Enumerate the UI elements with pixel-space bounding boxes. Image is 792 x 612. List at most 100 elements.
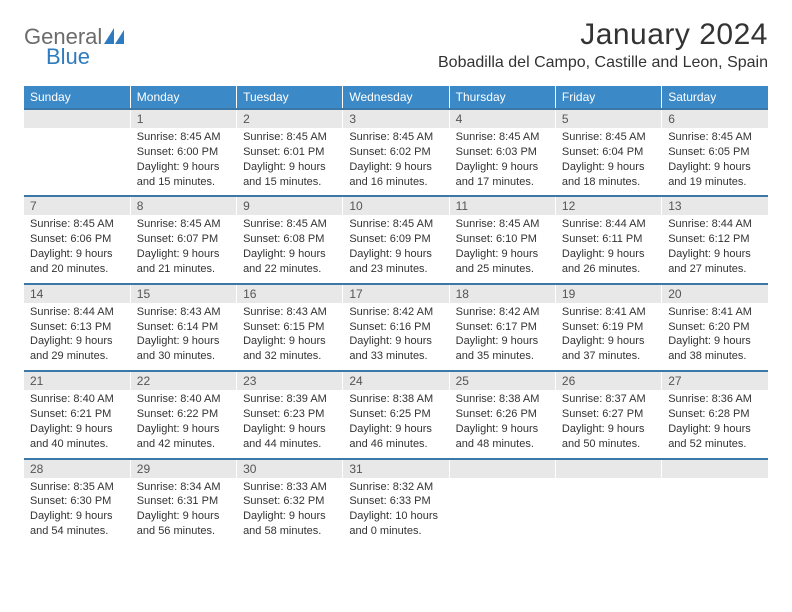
sunrise-text: Sunrise: 8:33 AM: [243, 480, 336, 495]
sunset-text: Sunset: 6:25 PM: [349, 407, 442, 422]
sunset-text: Sunset: 6:32 PM: [243, 494, 336, 509]
sunrise-text: Sunrise: 8:42 AM: [456, 305, 549, 320]
dayhead-thu: Thursday: [449, 86, 555, 109]
day-number-cell: 4: [449, 109, 555, 128]
day-content-cell: Sunrise: 8:39 AMSunset: 6:23 PMDaylight:…: [237, 390, 343, 458]
daylight-text: Daylight: 9 hours and 21 minutes.: [137, 247, 230, 277]
daylight-text: Daylight: 9 hours and 17 minutes.: [456, 160, 549, 190]
sunrise-text: Sunrise: 8:38 AM: [349, 392, 442, 407]
day-content-cell: Sunrise: 8:45 AMSunset: 6:01 PMDaylight:…: [237, 128, 343, 196]
day-number-cell: 10: [343, 196, 449, 215]
logo-sail-icon: [104, 31, 124, 48]
daylight-text: Daylight: 9 hours and 26 minutes.: [562, 247, 655, 277]
day-content-cell: Sunrise: 8:44 AMSunset: 6:13 PMDaylight:…: [24, 303, 130, 371]
sunset-text: Sunset: 6:22 PM: [137, 407, 230, 422]
daylight-text: Daylight: 9 hours and 42 minutes.: [137, 422, 230, 452]
logo-text: General Blue: [24, 24, 124, 76]
day-content-cell: Sunrise: 8:41 AMSunset: 6:19 PMDaylight:…: [555, 303, 661, 371]
day-content-cell: Sunrise: 8:45 AMSunset: 6:10 PMDaylight:…: [449, 215, 555, 283]
sunset-text: Sunset: 6:21 PM: [30, 407, 124, 422]
week-content-row: Sunrise: 8:45 AM Sunset: 6:00 PM Daylight:…: [24, 128, 768, 196]
day-number-cell: 16: [237, 284, 343, 303]
day-number-cell: 7: [24, 196, 130, 215]
day-content-cell: Sunrise: 8:45 AMSunset: 6:05 PMDaylight:…: [662, 128, 768, 196]
daylight-text: Daylight: 9 hours and 52 minutes.: [668, 422, 762, 452]
sunrise-text: Sunrise: 8:44 AM: [562, 217, 655, 232]
day-content-cell: Sunrise: 8:45 AMSunset: 6:08 PMDaylight:…: [237, 215, 343, 283]
day-content-cell: [662, 478, 768, 545]
day-number-cell: 25: [449, 371, 555, 390]
day-content-cell: Sunrise: 8:45 AMSunset: 6:09 PMDaylight:…: [343, 215, 449, 283]
day-number-cell: [449, 459, 555, 478]
daylight-text: Daylight: 9 hours and 15 minutes.: [243, 160, 336, 190]
day-number-cell: 2: [237, 109, 343, 128]
sunset-text: Sunset: 6:31 PM: [137, 494, 230, 509]
sunrise-text: Sunrise: 8:40 AM: [30, 392, 124, 407]
day-number-cell: 28: [24, 459, 130, 478]
sunrise-text: Sunrise: 8:45 AM: [456, 217, 549, 232]
sunrise-text: Sunrise: 8:45 AM: [30, 217, 124, 232]
sunset-text: Sunset: 6:13 PM: [30, 320, 124, 335]
sunrise-text: Sunrise: 8:45 AM: [349, 130, 442, 145]
sunrise-text: Sunrise: 8:44 AM: [668, 217, 762, 232]
dayhead-wed: Wednesday: [343, 86, 449, 109]
daylight-text: Daylight: 9 hours and 56 minutes.: [137, 509, 230, 539]
sunset-text: Sunset: 6:11 PM: [562, 232, 655, 247]
week-content-row: Sunrise: 8:45 AMSunset: 6:06 PMDaylight:…: [24, 215, 768, 283]
daylight-text: Daylight: 9 hours and 37 minutes.: [562, 334, 655, 364]
day-content-cell: Sunrise: 8:43 AMSunset: 6:15 PMDaylight:…: [237, 303, 343, 371]
daylight-text: Daylight: 9 hours and 18 minutes.: [562, 160, 655, 190]
day-content-cell: Sunrise: 8:45 AMSunset: 6:02 PMDaylight:…: [343, 128, 449, 196]
sunrise-text: Sunrise: 8:45 AM: [456, 130, 549, 145]
sunset-text: Sunset: 6:04 PM: [562, 145, 655, 160]
sunset-text: Sunset: 6:20 PM: [668, 320, 762, 335]
daylight-text: Daylight: 9 hours and 19 minutes.: [668, 160, 762, 190]
week-content-row: Sunrise: 8:44 AMSunset: 6:13 PMDaylight:…: [24, 303, 768, 371]
daylight-text: Daylight: 9 hours and 20 minutes.: [30, 247, 124, 277]
sunrise-text: Sunrise: 8:37 AM: [562, 392, 655, 407]
sunset-text: Sunset: 6:00 PM: [137, 145, 230, 160]
day-content-cell: [449, 478, 555, 545]
location-text: Bobadilla del Campo, Castille and Leon, …: [438, 54, 768, 72]
sunrise-text: Sunrise: 8:43 AM: [243, 305, 336, 320]
day-content-cell: Sunrise: 8:34 AMSunset: 6:31 PMDaylight:…: [130, 478, 236, 545]
sunset-text: Sunset: 6:05 PM: [668, 145, 762, 160]
dayhead-mon: Monday: [130, 86, 236, 109]
day-number-cell: 1: [130, 109, 236, 128]
day-number-cell: 13: [662, 196, 768, 215]
day-content-cell: Sunrise: 8:36 AMSunset: 6:28 PMDaylight:…: [662, 390, 768, 458]
daylight-text: Daylight: 9 hours and 54 minutes.: [30, 509, 124, 539]
sunrise-text: Sunrise: 8:45 AM: [243, 217, 336, 232]
day-number-cell: 24: [343, 371, 449, 390]
sunrise-text: Sunrise: 8:36 AM: [668, 392, 762, 407]
day-content-cell: Sunrise: 8:38 AMSunset: 6:25 PMDaylight:…: [343, 390, 449, 458]
week-content-row: Sunrise: 8:35 AMSunset: 6:30 PMDaylight:…: [24, 478, 768, 545]
day-number-cell: 12: [555, 196, 661, 215]
sunset-text: Sunset: 6:10 PM: [456, 232, 549, 247]
day-number-cell: 17: [343, 284, 449, 303]
day-number-cell: [24, 109, 130, 128]
daylight-text: Daylight: 9 hours and 32 minutes.: [243, 334, 336, 364]
sunset-text: Sunset: 6:08 PM: [243, 232, 336, 247]
day-number-cell: 23: [237, 371, 343, 390]
sunset-text: Sunset: 6:30 PM: [30, 494, 124, 509]
day-content-cell: Sunrise: 8:40 AMSunset: 6:21 PMDaylight:…: [24, 390, 130, 458]
day-content-cell: [555, 478, 661, 545]
day-number-cell: 6: [662, 109, 768, 128]
day-number-cell: 27: [662, 371, 768, 390]
day-number-cell: 11: [449, 196, 555, 215]
sunrise-text: Sunrise: 8:45 AM: [562, 130, 655, 145]
day-content-cell: Sunrise: 8:45 AMSunset: 6:00 PMDaylight:…: [130, 128, 236, 196]
sunrise-text: Sunrise: 8:45 AM: [668, 130, 762, 145]
day-content-cell: Sunrise: 8:41 AMSunset: 6:20 PMDaylight:…: [662, 303, 768, 371]
daylight-text: Daylight: 9 hours and 46 minutes.: [349, 422, 442, 452]
week-daynum-row: 28293031: [24, 459, 768, 478]
sunrise-text: Sunrise: 8:41 AM: [562, 305, 655, 320]
day-content-cell: Sunrise: 8:44 AMSunset: 6:11 PMDaylight:…: [555, 215, 661, 283]
sunrise-text: Sunrise: 8:39 AM: [243, 392, 336, 407]
day-number-cell: 5: [555, 109, 661, 128]
week-content-row: Sunrise: 8:40 AMSunset: 6:21 PM Daylight:…: [24, 390, 768, 458]
sunset-text: Sunset: 6:17 PM: [456, 320, 549, 335]
day-content-cell: Sunrise: 8:44 AMSunset: 6:12 PMDaylight:…: [662, 215, 768, 283]
day-number-cell: [662, 459, 768, 478]
